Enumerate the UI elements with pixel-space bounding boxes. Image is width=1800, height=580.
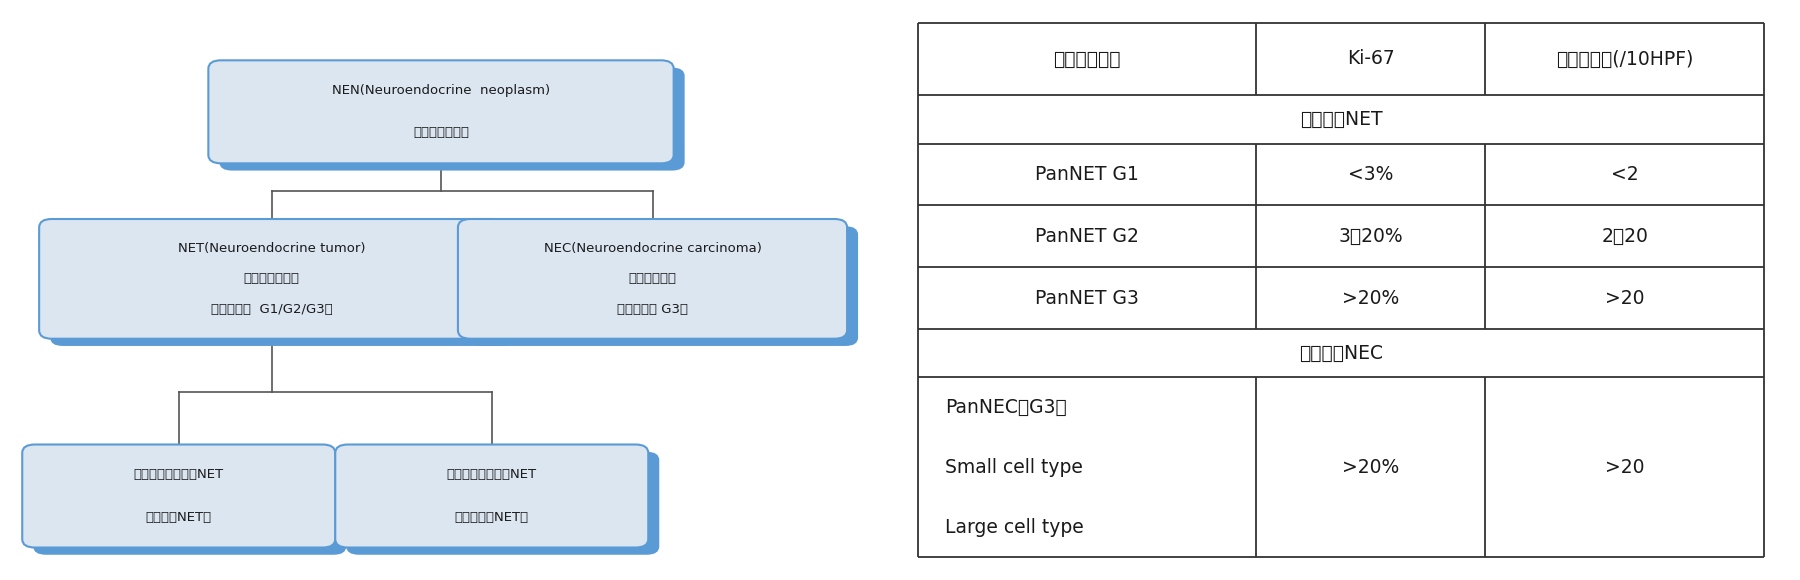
Text: NEN(Neuroendocrine  neoplasm): NEN(Neuroendocrine neoplasm): [331, 84, 551, 97]
Text: Ki-67: Ki-67: [1346, 49, 1395, 68]
Text: <2: <2: [1611, 165, 1638, 184]
FancyBboxPatch shape: [32, 452, 346, 554]
Text: 内分泌症状のあるNET: 内分泌症状のあるNET: [133, 469, 223, 481]
Text: >20%: >20%: [1343, 289, 1399, 307]
Text: PanNEC（G3）: PanNEC（G3）: [945, 398, 1066, 417]
Text: （機能性NET）: （機能性NET）: [146, 510, 212, 524]
Text: 低分化型NEC: 低分化型NEC: [1300, 343, 1382, 362]
FancyBboxPatch shape: [22, 444, 335, 548]
Text: 高分化型NET: 高分化型NET: [1300, 110, 1382, 129]
FancyBboxPatch shape: [457, 219, 848, 339]
Text: 神経内分泌腫瘍: 神経内分泌腫瘍: [243, 273, 301, 285]
Text: 核分裂像数(/10HPF): 核分裂像数(/10HPF): [1555, 49, 1694, 68]
Text: （高分化型  G1/G2/G3）: （高分化型 G1/G2/G3）: [211, 303, 333, 316]
Text: 2〜20: 2〜20: [1602, 227, 1649, 246]
Text: >20: >20: [1606, 289, 1645, 307]
FancyBboxPatch shape: [50, 226, 515, 346]
FancyBboxPatch shape: [220, 67, 684, 171]
FancyBboxPatch shape: [335, 444, 648, 548]
Text: PanNET G2: PanNET G2: [1035, 227, 1139, 246]
Text: 神経内分泌癌: 神経内分泌癌: [628, 273, 677, 285]
Text: （非機能性NET）: （非機能性NET）: [455, 510, 529, 524]
Text: <3%: <3%: [1348, 165, 1393, 184]
Text: >20%: >20%: [1343, 458, 1399, 477]
FancyBboxPatch shape: [209, 60, 673, 164]
Text: NEC(Neuroendocrine carcinoma): NEC(Neuroendocrine carcinoma): [544, 242, 761, 255]
Text: （低分化型 G3）: （低分化型 G3）: [617, 303, 688, 316]
Text: >20: >20: [1606, 458, 1645, 477]
Text: 分類グレード: 分類グレード: [1053, 49, 1121, 68]
Text: Large cell type: Large cell type: [945, 518, 1084, 537]
Text: NET(Neuroendocrine tumor): NET(Neuroendocrine tumor): [178, 242, 365, 255]
Text: Small cell type: Small cell type: [945, 458, 1082, 477]
FancyBboxPatch shape: [346, 452, 659, 554]
Text: PanNET G1: PanNET G1: [1035, 165, 1139, 184]
Text: 内分泌症状のないNET: 内分泌症状のないNET: [446, 469, 536, 481]
Text: PanNET G3: PanNET G3: [1035, 289, 1139, 307]
Text: 神経内分泌腫瘍: 神経内分泌腫瘍: [412, 126, 470, 139]
Text: 3〜20%: 3〜20%: [1339, 227, 1402, 246]
FancyBboxPatch shape: [40, 219, 504, 339]
FancyBboxPatch shape: [470, 226, 859, 346]
